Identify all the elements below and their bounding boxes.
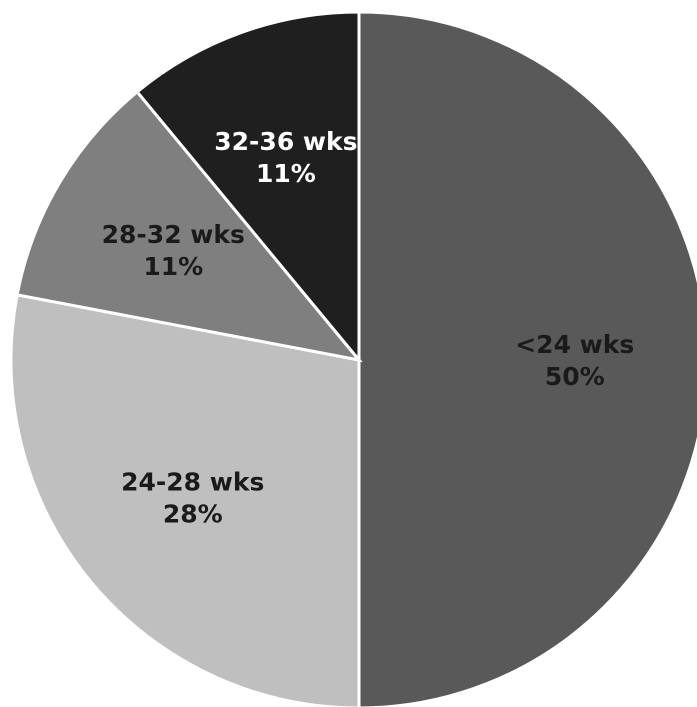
pie-value-label: 28%	[163, 500, 223, 529]
pie-category-label: <24 wks	[515, 330, 634, 359]
pie-label-28-32-wks: 28-32 wks 11%	[102, 220, 245, 281]
pie-category-label: 28-32 wks	[102, 220, 245, 249]
pie-value-label: 50%	[545, 362, 605, 391]
pie-slice-24-28-wks	[9, 293, 361, 707]
pie-labels: <24 wks 50%24-28 wks 28%28-32 wks 11%32-36 …	[102, 127, 635, 529]
pie-label-32-36-wks: 32-36 wks 11%	[214, 127, 357, 188]
pie-slice-28-32-wks	[15, 89, 363, 363]
pie-label-24-wks: <24 wks 50%	[515, 330, 634, 391]
pie-value-label: 11%	[143, 252, 203, 281]
pie-value-label: 11%	[256, 159, 316, 188]
pie-category-label: 24-28 wks	[121, 468, 264, 497]
pie-slice-24-wks	[357, 10, 697, 707]
pie-slice-32-36-wks	[135, 10, 361, 365]
pie-slices	[9, 10, 697, 707]
pie-label-24-28-wks: 24-28 wks 28%	[121, 468, 264, 529]
pie-category-label: 32-36 wks	[214, 127, 357, 156]
